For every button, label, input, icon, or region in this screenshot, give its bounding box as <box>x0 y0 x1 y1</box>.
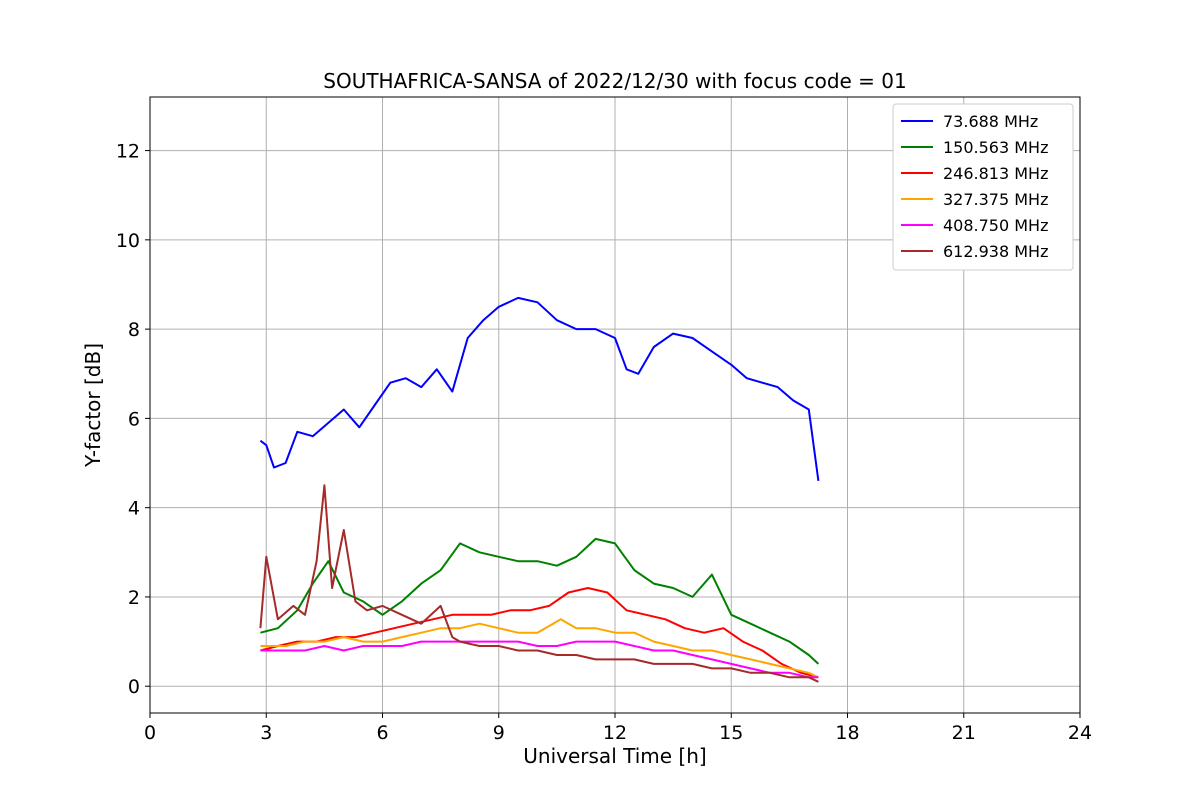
x-tick-label: 6 <box>376 722 388 744</box>
legend: 73.688 MHz 150.563 MHz 246.813 MHz 327.375 … <box>892 103 1074 271</box>
series-line-2 <box>260 587 819 679</box>
y-tick-label: 10 <box>116 230 140 252</box>
y-tick-label: 0 <box>128 676 140 698</box>
series-line-0 <box>259 296 820 482</box>
series-line-3 <box>260 618 819 679</box>
legend-label: 246.813 MHz <box>943 164 1048 183</box>
y-tick-label: 12 <box>116 141 140 163</box>
x-tick-label: 15 <box>719 722 743 744</box>
y-axis-label: Y-factor [dB] <box>81 343 105 468</box>
legend-label: 612.938 MHz <box>943 242 1048 261</box>
legend-label: 327.375 MHz <box>943 190 1048 209</box>
x-tick-label: 0 <box>144 722 156 744</box>
chart-title: SOUTHAFRICA-SANSA of 2022/12/30 with foc… <box>323 69 907 93</box>
x-tick-label: 24 <box>1068 722 1092 744</box>
legend-label: 73.688 MHz <box>943 112 1038 131</box>
series-line-5 <box>259 484 819 683</box>
x-tick-label: 18 <box>835 722 859 744</box>
legend-label: 408.750 MHz <box>943 216 1048 235</box>
y-tick-label: 2 <box>128 587 140 609</box>
x-tick-label: 9 <box>493 722 505 744</box>
x-tick-label: 21 <box>952 722 976 744</box>
x-axis-label: Universal Time [h] <box>523 744 706 768</box>
series-line-4 <box>260 640 819 679</box>
y-tick-label: 4 <box>128 498 140 520</box>
series-line-1 <box>260 537 820 665</box>
y-axis-ticks: 0 2 4 6 8 10 12 <box>116 141 150 698</box>
x-tick-label: 12 <box>603 722 627 744</box>
legend-label: 150.563 MHz <box>943 138 1048 157</box>
x-tick-label: 3 <box>260 722 272 744</box>
x-axis-ticks: 0 3 6 9 12 15 18 21 24 <box>144 713 1092 744</box>
plot-lines <box>259 296 820 683</box>
legend-box <box>892 103 1074 271</box>
y-tick-label: 8 <box>128 319 140 341</box>
y-tick-label: 6 <box>128 408 140 430</box>
